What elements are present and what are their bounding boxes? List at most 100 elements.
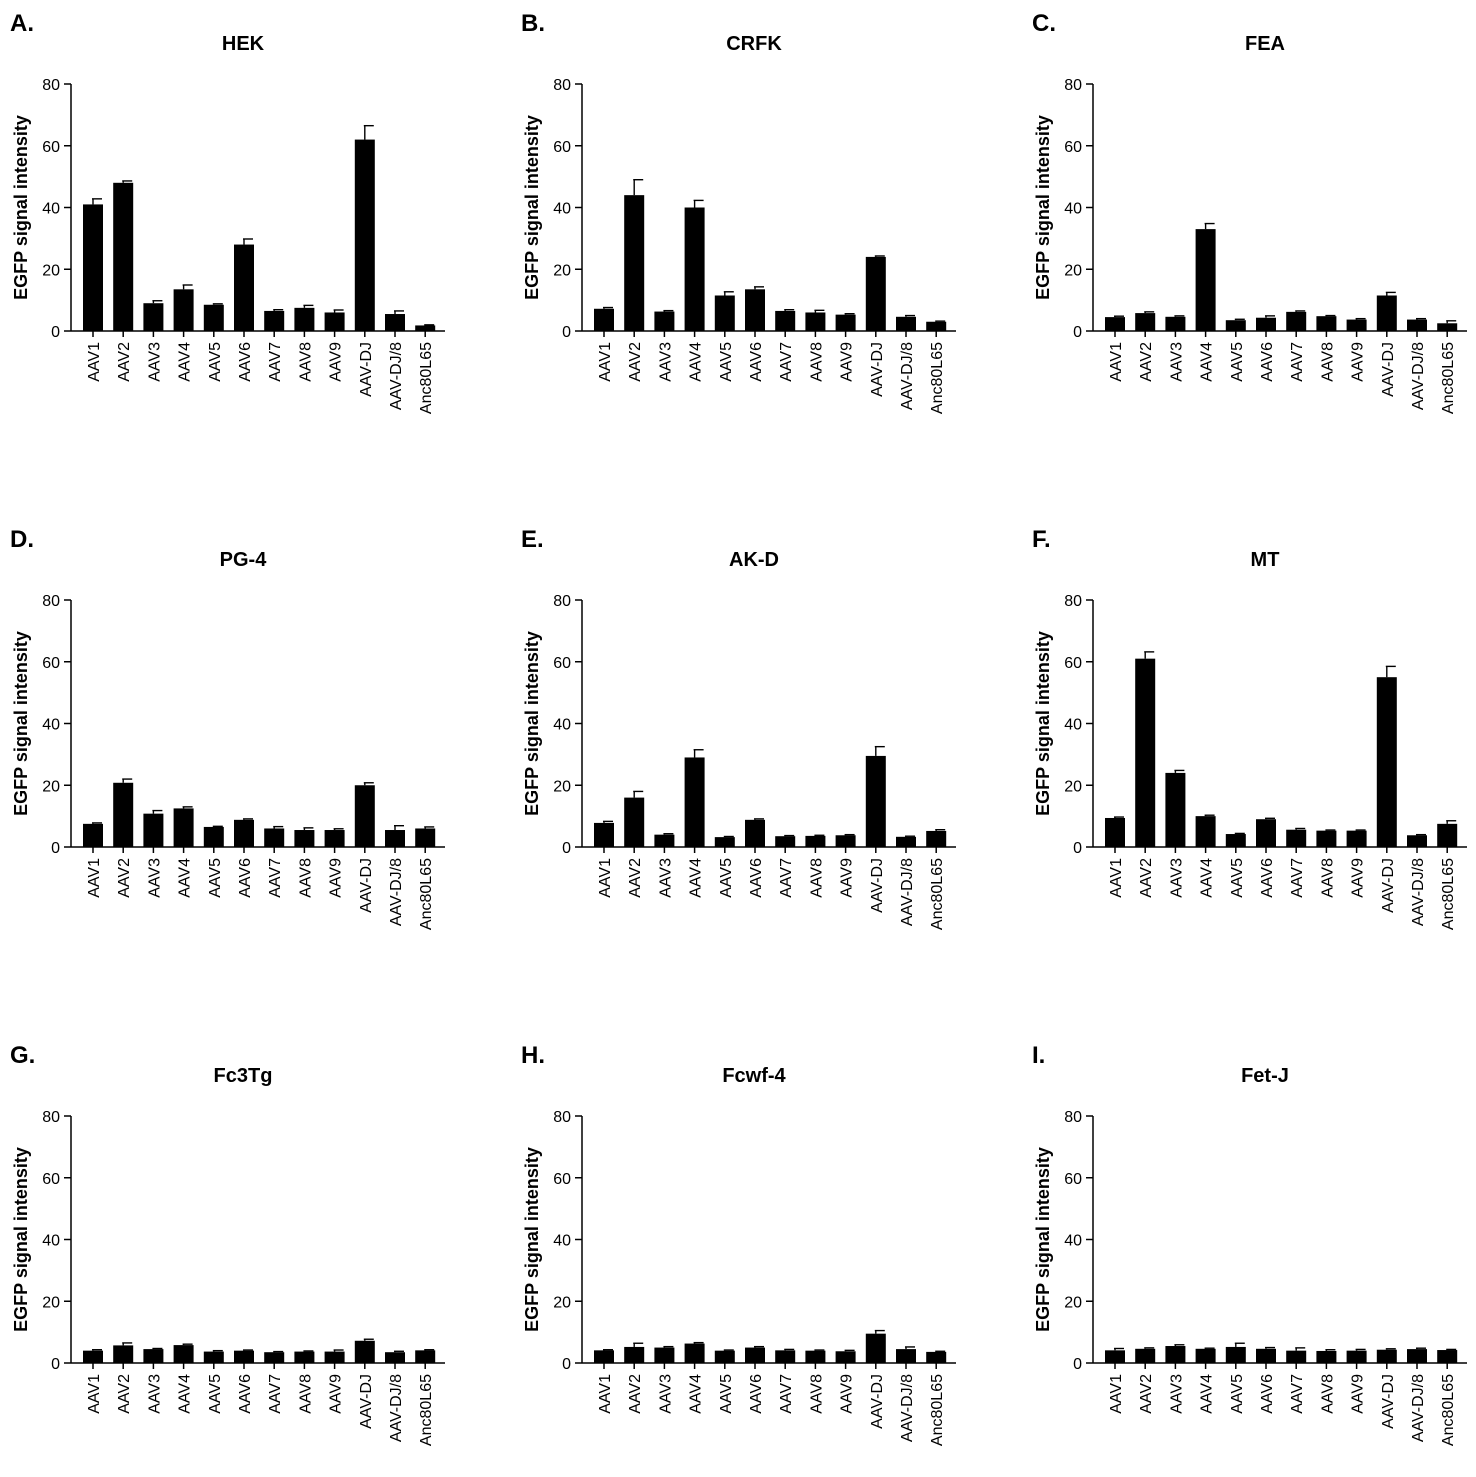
panel-a-ytick-label: 80 <box>42 77 60 94</box>
panel-c-ylabel: EGFP signal intensity <box>1033 115 1053 300</box>
panel-b-xtick-label-aav6: AAV6 <box>748 342 765 382</box>
panel-d-xtick-label-aav9: AAV9 <box>328 858 345 898</box>
panel-d-bar-aav3 <box>143 813 164 847</box>
panel-h-xtick-label-aav-dj: AAV-DJ <box>869 1374 886 1429</box>
panel-b-bar-aav9 <box>835 314 856 331</box>
panel-i-ytick-label: 20 <box>1064 1294 1082 1311</box>
panel-c-xtick-label-aav2: AAV2 <box>1138 342 1155 382</box>
panel-e-chart: E. AK-D EGFP signal intensity 0 20 40 60 80 AAV1… <box>521 526 956 930</box>
panel-d-letter: D. <box>10 526 34 553</box>
panel-a-ytick-label: 20 <box>42 262 60 279</box>
panel-d-title: PG-4 <box>220 549 268 571</box>
panel-d-bar-aav6 <box>234 819 254 847</box>
panel-c-xtick-label-aav1: AAV1 <box>1108 342 1125 382</box>
panel-d-ytick-label: 20 <box>42 778 60 795</box>
panel-g-xtick-label-aav-dj-8: AAV-DJ/8 <box>388 1374 405 1442</box>
panel-a-bar-aav1 <box>83 204 103 331</box>
panel-c-xtick-label-aav6: AAV6 <box>1259 342 1276 382</box>
panel-i-xtick-label-aav9: AAV9 <box>1350 1374 1367 1414</box>
panel-g-bar-aav7 <box>264 1352 285 1363</box>
panel-f-ytick-label: 40 <box>1064 717 1082 734</box>
panel-c-xtick-label-aav4: AAV4 <box>1199 342 1216 382</box>
panel-i-xtick-label-aav6: AAV6 <box>1259 1374 1276 1414</box>
panel-d-xtick-label-aav2: AAV2 <box>116 858 133 898</box>
panel-g-bar-aav4 <box>173 1345 194 1363</box>
panel-f-ylabel: EGFP signal intensity <box>1033 631 1053 816</box>
panel-e-ytick-label: 60 <box>553 655 571 672</box>
panel-i-title: Fet-J <box>1241 1065 1289 1087</box>
panel-c-bar-anc80l65 <box>1437 323 1458 331</box>
panel-f-xtick-label-aav4: AAV4 <box>1199 858 1216 898</box>
panel-i-bar-aav4 <box>1195 1348 1216 1363</box>
panel-e-ytick-label: 80 <box>553 593 571 610</box>
panel-i-bar-aav-dj-8 <box>1407 1349 1427 1363</box>
panel-a-bar-aav-dj <box>354 139 375 331</box>
panel-a-bar-aav3 <box>143 303 164 331</box>
panel-e-bar-aav5 <box>714 837 735 847</box>
panel-h-bar-aav9 <box>835 1351 856 1363</box>
panel-h-bar-aav6 <box>745 1347 765 1363</box>
panel-b-xtick-label-aav3: AAV3 <box>657 342 674 382</box>
panel-a-xtick-label-aav2: AAV2 <box>116 342 133 382</box>
panel-c-bar-aav9 <box>1346 319 1367 331</box>
panel-a-bar-aav-dj-8 <box>385 314 405 331</box>
panel-d-bar-anc80l65 <box>415 828 436 847</box>
panel-a-xtick-label-aav-dj-8: AAV-DJ/8 <box>388 342 405 410</box>
panel-h-bar-aav-dj-8 <box>896 1349 916 1363</box>
panel-b-bar-anc80l65 <box>926 321 947 331</box>
panel-i-bar-aav-dj <box>1376 1349 1397 1363</box>
panel-f-bar-aav9 <box>1346 830 1367 847</box>
panel-c-chart: C. FEA EGFP signal intensity 0 20 40 60 80 AAV1 A… <box>1032 10 1467 414</box>
panel-i-bar-aav7 <box>1286 1350 1307 1363</box>
panel-c-letter: C. <box>1032 10 1056 37</box>
panel-i-xtick-label-aav2: AAV2 <box>1138 1374 1155 1414</box>
panel-i-xtick-label-aav-dj: AAV-DJ <box>1380 1374 1397 1429</box>
panel-g-xtick-label-aav8: AAV8 <box>297 1374 314 1414</box>
panel-f-xtick-label-aav2: AAV2 <box>1138 858 1155 898</box>
panel-b-ytick-label: 80 <box>553 77 571 94</box>
panel-g-bar-anc80l65 <box>415 1350 436 1363</box>
panel-b-bar-aav2 <box>624 195 645 331</box>
panel-i-xtick-label-aav3: AAV3 <box>1168 1374 1185 1414</box>
panel-a-xtick-label-aav4: AAV4 <box>177 342 194 382</box>
panel-a-bar-anc80l65 <box>415 325 436 331</box>
panel-d-ytick-label: 0 <box>51 840 60 857</box>
panel-c-bar-aav-dj-8 <box>1407 319 1427 331</box>
panel-c-bar-aav-dj <box>1376 295 1397 331</box>
panel-d-bar-aav9 <box>324 830 345 847</box>
panel-c-bar-aav8 <box>1316 316 1337 331</box>
panel-e-xtick-label-aav2: AAV2 <box>627 858 644 898</box>
panel-e-xtick-label-aav3: AAV3 <box>657 858 674 898</box>
panel-h-xtick-label-anc80l65: Anc80L65 <box>929 1374 946 1446</box>
panel-b-xtick-label-aav8: AAV8 <box>808 342 825 382</box>
panel-h-ytick-label: 20 <box>553 1294 571 1311</box>
panel-c-xtick-label-anc80l65: Anc80L65 <box>1440 342 1457 414</box>
panel-d-bar-aav1 <box>83 823 103 847</box>
panel-f-bar-aav-dj-8 <box>1407 835 1427 847</box>
panel-e-bar-aav2 <box>624 797 645 847</box>
panel-h-bar-aav7 <box>775 1350 796 1363</box>
panel-i-bar-anc80l65 <box>1437 1350 1458 1363</box>
panel-e-title: AK-D <box>729 549 779 571</box>
panel-d-bar-aav-dj <box>354 785 375 847</box>
panel-a-xtick-label-aav7: AAV7 <box>267 342 284 382</box>
panel-f-bar-anc80l65 <box>1437 823 1458 847</box>
panel-h-xtick-label-aav9: AAV9 <box>839 1374 856 1414</box>
panel-b-ytick-label: 20 <box>553 262 571 279</box>
panel-f-bar-aav1 <box>1105 817 1125 847</box>
panel-d-ylabel: EGFP signal intensity <box>11 631 31 816</box>
panel-g-xtick-label-aav5: AAV5 <box>207 1374 224 1414</box>
panel-i-ylabel: EGFP signal intensity <box>1033 1147 1053 1332</box>
panel-g-bar-aav9 <box>324 1351 345 1363</box>
panel-b-ytick-label: 0 <box>562 324 571 341</box>
panel-c-bar-aav6 <box>1256 317 1276 331</box>
panel-e-bar-aav-dj-8 <box>896 836 916 847</box>
panel-g-title: Fc3Tg <box>214 1065 273 1087</box>
panel-h-bar-aav5 <box>714 1350 735 1363</box>
panel-h-xtick-label-aav2: AAV2 <box>627 1374 644 1414</box>
panel-h-ytick-label: 40 <box>553 1233 571 1250</box>
panel-g-ytick-label: 20 <box>42 1294 60 1311</box>
panel-c-ytick-label: 0 <box>1073 324 1082 341</box>
panel-a-xtick-label-aav-dj: AAV-DJ <box>358 342 375 397</box>
panel-h-title: Fcwf-4 <box>722 1065 786 1087</box>
